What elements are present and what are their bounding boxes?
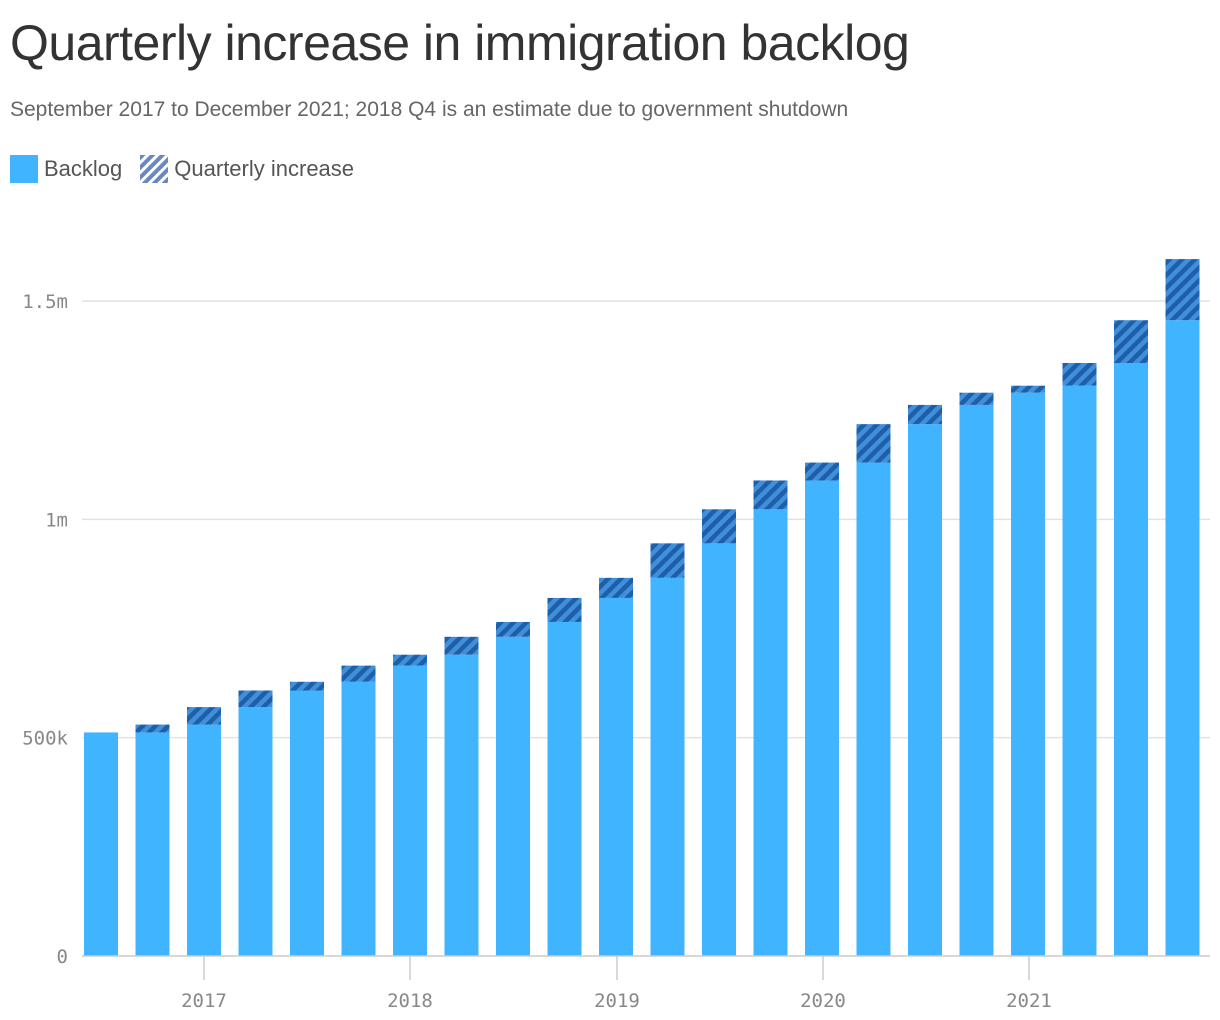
bar-quarterly-increase <box>1062 363 1097 386</box>
bar-quarterly-increase <box>599 577 633 598</box>
bar-quarterly-increase <box>135 724 170 733</box>
bar-quarterly-increase <box>187 707 221 725</box>
bar-backlog <box>1011 392 1045 956</box>
x-tick-label: 2019 <box>594 990 640 1012</box>
bar-quarterly-increase <box>805 462 839 481</box>
legend: Backlog Quarterly increase <box>10 155 354 183</box>
x-tick-label: 2021 <box>1006 990 1052 1012</box>
bar-backlog <box>290 690 324 956</box>
bar-backlog <box>753 509 788 956</box>
bar-quarterly-increase <box>650 543 685 578</box>
bar-quarterly-increase <box>1165 259 1200 321</box>
bar-quarterly-increase <box>753 480 788 510</box>
chart-title: Quarterly increase in immigration backlo… <box>10 15 910 71</box>
bar-backlog <box>444 654 479 956</box>
bar-backlog <box>496 636 530 956</box>
bar-backlog <box>650 577 685 956</box>
legend-item-backlog: Backlog <box>10 155 122 183</box>
bar-quarterly-increase <box>290 681 324 691</box>
bar-backlog <box>135 732 170 956</box>
y-tick-label: 500k <box>22 728 68 750</box>
bar-backlog <box>547 621 582 956</box>
bar-quarterly-increase <box>1011 385 1045 393</box>
bar-quarterly-increase <box>444 636 479 655</box>
y-tick-label: 0 <box>57 946 68 968</box>
legend-swatch-backlog <box>10 155 38 183</box>
bar-quarterly-increase <box>238 690 273 708</box>
bar-quarterly-increase <box>959 392 994 405</box>
x-tick-label: 2020 <box>800 990 846 1012</box>
bar-backlog <box>238 707 273 956</box>
bar-backlog <box>187 724 221 956</box>
bar-backlog <box>856 462 891 956</box>
bar-quarterly-increase <box>856 424 891 463</box>
bar-backlog <box>1165 320 1200 956</box>
bar-quarterly-increase <box>547 597 582 622</box>
bar-quarterly-increase <box>341 665 376 682</box>
bar-quarterly-increase <box>908 404 942 425</box>
legend-swatch-quarterly-increase <box>140 155 169 183</box>
bar-backlog <box>84 732 118 956</box>
bar-backlog <box>908 424 942 956</box>
bar-backlog <box>805 480 839 956</box>
legend-item-quarterly-increase: Quarterly increase <box>140 155 354 183</box>
bars <box>84 259 1200 957</box>
y-tick-label: 1.5m <box>22 291 68 313</box>
bar-backlog <box>341 681 376 956</box>
bar-backlog <box>393 665 427 956</box>
bar-quarterly-increase <box>1114 320 1148 364</box>
bar-backlog <box>702 543 736 956</box>
x-tick-label: 2018 <box>387 990 433 1012</box>
bar-quarterly-increase <box>702 509 736 544</box>
bar-quarterly-increase <box>393 654 427 666</box>
bar-quarterly-increase <box>496 621 530 637</box>
bar-backlog <box>1114 363 1148 956</box>
bar-backlog <box>599 597 633 956</box>
y-tick-label: 1m <box>45 509 68 531</box>
x-axis: 2017 2018 2019 2020 2021 <box>82 955 1210 1012</box>
x-tick-label: 2017 <box>181 990 227 1012</box>
bar-backlog <box>1062 385 1097 956</box>
y-axis: 0 500k 1m 1.5m <box>22 291 68 968</box>
legend-label-quarterly-increase: Quarterly increase <box>174 156 355 181</box>
legend-label-backlog: Backlog <box>44 156 123 181</box>
chart-subtitle: September 2017 to December 2021; 2018 Q4… <box>10 98 849 121</box>
bar-backlog <box>959 404 994 957</box>
